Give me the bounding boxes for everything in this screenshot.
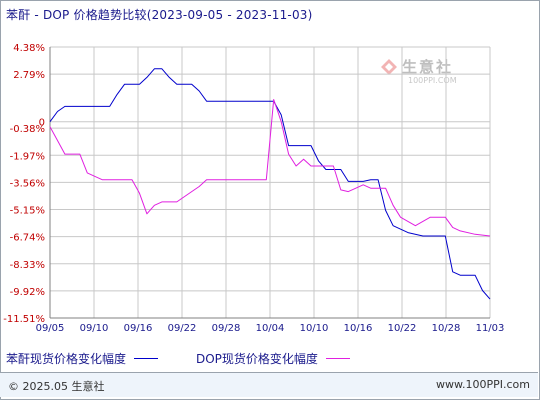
x-tick-label: 10/16 — [344, 323, 373, 334]
watermark-emblem-icon — [381, 59, 397, 75]
legend-label-series-1: 苯酐现货价格变化幅度 — [6, 352, 127, 366]
legend-swatch-series-1 — [134, 358, 159, 359]
y-tick-label: -3.56% — [10, 178, 45, 189]
x-tick-label: 09/05 — [36, 323, 65, 334]
x-tick-label: 09/10 — [80, 323, 109, 334]
site-url[interactable]: www.100PPI.com — [436, 378, 530, 391]
y-tick-label: -1.97% — [10, 151, 45, 162]
legend-item-series-2: DOP现货价格变化幅度 — [196, 350, 350, 367]
x-tick-label: 10/10 — [300, 323, 329, 334]
axis-layer — [49, 47, 490, 319]
y-tick-label: -9.92% — [10, 287, 45, 298]
x-tick-label: 09/28 — [212, 323, 241, 334]
legend-swatch-series-2 — [325, 358, 350, 359]
copyright-text: © 2025.05 生意社 — [8, 380, 105, 393]
watermark-url: 100PPI.COM — [408, 76, 457, 85]
series-line-1 — [49, 68, 491, 300]
y-tick-label: 4.38% — [13, 43, 45, 54]
x-tick-label: 10/22 — [388, 323, 417, 334]
x-tick-label: 10/04 — [256, 323, 285, 334]
footer-bar: © 2025.05 生意社 www.100PPI.com — [0, 372, 538, 397]
series-line-2 — [49, 99, 491, 237]
grid-layer — [49, 46, 491, 319]
chart-legend: 苯酐现货价格变化幅度 DOP现货价格变化幅度 — [6, 350, 526, 366]
x-tick-label: 09/22 — [168, 323, 197, 334]
y-tick-label: -11.51% — [3, 314, 45, 325]
y-tick-label: -8.33% — [10, 260, 45, 271]
x-tick-label: 11/03 — [476, 323, 505, 334]
y-tick-label: -6.74% — [10, 233, 45, 244]
y-tick-label: 2.79% — [13, 70, 45, 81]
legend-label-series-2: DOP现货价格变化幅度 — [196, 352, 318, 366]
y-tick-label: -0.38% — [10, 124, 45, 135]
series-layer — [49, 68, 491, 300]
label-layer: 4.38% 2.79% 0-0.38% -1.97% -3.56% -5.15% -6.74… — [3, 43, 504, 334]
watermark-logo: 生意社 100PPI.COM — [380, 56, 500, 92]
x-tick-label: 10/28 — [432, 323, 461, 334]
watermark-name: 生意社 — [402, 58, 454, 76]
y-tick-label: -5.15% — [10, 206, 45, 217]
legend-item-series-1: 苯酐现货价格变化幅度 — [6, 350, 159, 367]
chart-title: 苯酐 - DOP 价格趋势比较(2023-09-05 - 2023-11-03) — [6, 8, 313, 22]
x-tick-label: 09/16 — [124, 323, 153, 334]
y-tick-label: 0 — [39, 118, 45, 129]
